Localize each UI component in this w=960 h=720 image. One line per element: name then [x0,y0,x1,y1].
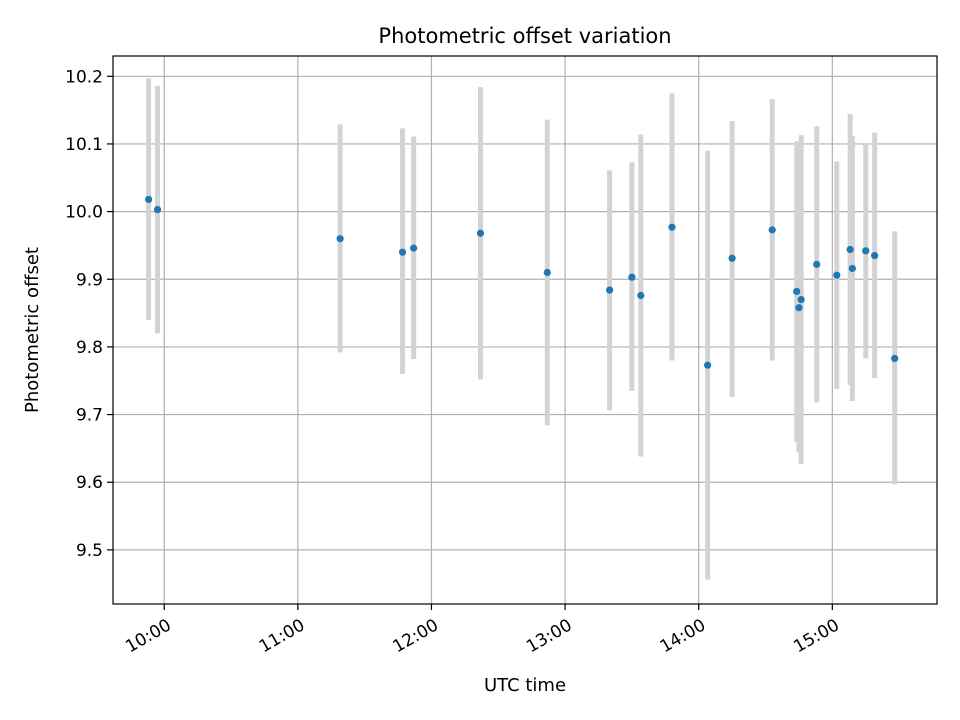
data-point [846,245,854,254]
y-tick-label: 10.1 [65,135,103,155]
y-tick-label: 9.5 [76,541,103,561]
data-point [848,264,856,273]
errorbars [146,78,898,580]
plot-area [112,55,938,605]
data-point [476,229,485,237]
y-axis-label: Photometric offset [22,247,43,413]
data-point [795,304,803,312]
y-tick-label: 10.2 [65,67,103,87]
data-point [797,295,805,304]
data-point [637,291,645,300]
x-tick-label: 10:00 [122,615,174,657]
data-point [543,268,551,277]
data-point [891,354,899,363]
y-tick-label: 9.9 [76,270,103,290]
data-point [728,254,736,262]
x-axis-label: UTC time [484,675,566,696]
data-point [871,251,879,260]
data-point [398,248,407,256]
data-point [704,361,712,369]
x-tick-label: 14:00 [657,615,709,657]
chart-title: Photometric offset variation [378,24,671,48]
data-point [768,226,776,234]
grid [113,56,937,604]
data-point [410,244,418,252]
x-tick-label: 11:00 [256,615,308,657]
y-tick-label: 9.6 [76,473,103,493]
y-tick-label: 10.0 [65,203,103,223]
data-point [606,286,614,294]
x-tick-label: 15:00 [790,615,842,657]
data-point [145,195,153,204]
x-tick-label: 13:00 [523,615,575,657]
data-point [833,271,841,279]
data-point [336,235,344,243]
data-point [153,205,162,214]
data-point [862,247,870,255]
data-point [793,287,801,296]
y-tick-label: 9.8 [76,338,103,358]
y-tick-label: 9.7 [76,406,103,426]
data-point [628,273,636,281]
data-point [813,260,821,268]
axis-ticks: 10:00 11:00 12:00 13:00 14:00 15:00 9.5 9.6 9.7 9… [65,67,843,657]
data-points [145,195,899,369]
x-tick-label: 12:00 [390,615,442,657]
data-point [668,223,676,231]
